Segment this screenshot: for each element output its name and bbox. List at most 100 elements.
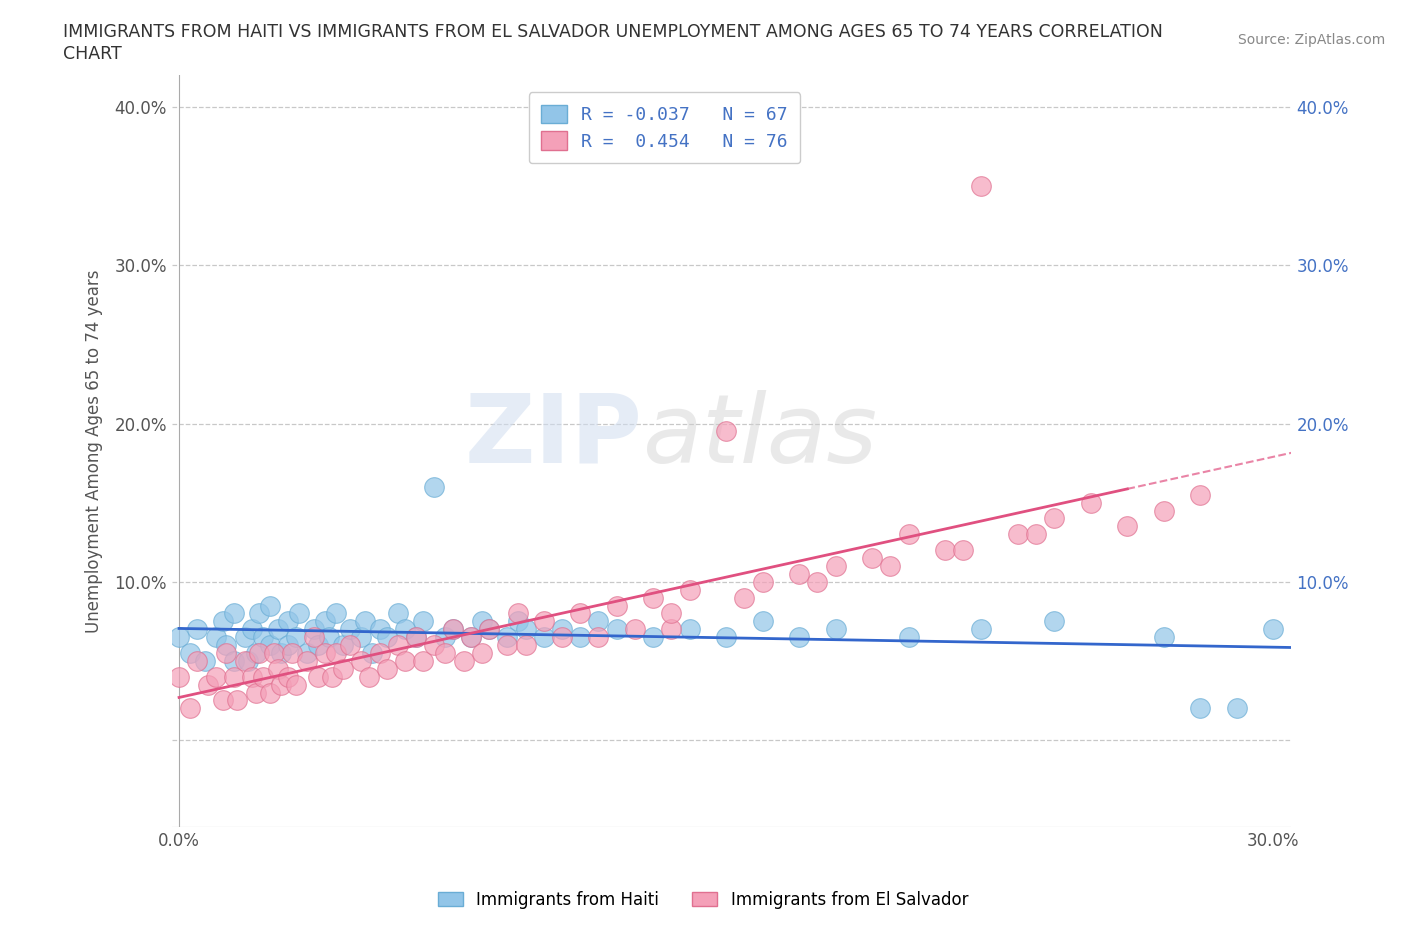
Point bbox=[179, 701, 201, 716]
Point bbox=[215, 645, 238, 660]
Point bbox=[167, 630, 190, 644]
Point bbox=[222, 606, 245, 621]
Point bbox=[1189, 487, 1212, 502]
Point bbox=[240, 670, 263, 684]
Point bbox=[204, 630, 226, 644]
Point bbox=[222, 670, 245, 684]
Point bbox=[806, 575, 828, 590]
Legend: R = -0.037   N = 67, R =  0.454   N = 76: R = -0.037 N = 67, R = 0.454 N = 76 bbox=[529, 92, 800, 163]
Point bbox=[325, 606, 347, 621]
Y-axis label: Unemployment Among Ages 65 to 74 years: Unemployment Among Ages 65 to 74 years bbox=[86, 270, 103, 633]
Point bbox=[661, 622, 683, 637]
Point bbox=[606, 622, 628, 637]
Point bbox=[1043, 512, 1066, 526]
Point bbox=[266, 622, 288, 637]
Point bbox=[787, 630, 810, 644]
Point bbox=[1189, 701, 1212, 716]
Point bbox=[751, 614, 773, 629]
Point bbox=[533, 614, 555, 629]
Text: CHART: CHART bbox=[63, 45, 122, 62]
Point bbox=[1226, 701, 1249, 716]
Point bbox=[194, 654, 217, 669]
Point bbox=[515, 638, 537, 653]
Point bbox=[325, 645, 347, 660]
Point bbox=[233, 654, 256, 669]
Point bbox=[879, 559, 901, 574]
Point bbox=[569, 630, 592, 644]
Point bbox=[679, 582, 702, 597]
Point bbox=[277, 638, 299, 653]
Point bbox=[245, 685, 267, 700]
Point bbox=[441, 622, 464, 637]
Point bbox=[179, 645, 201, 660]
Point bbox=[375, 630, 398, 644]
Point bbox=[460, 630, 482, 644]
Point bbox=[496, 638, 519, 653]
Point bbox=[339, 622, 361, 637]
Point bbox=[394, 654, 416, 669]
Point bbox=[252, 670, 274, 684]
Point bbox=[270, 645, 292, 660]
Point bbox=[281, 645, 304, 660]
Point bbox=[471, 645, 494, 660]
Point bbox=[934, 543, 956, 558]
Point bbox=[824, 559, 846, 574]
Point bbox=[284, 630, 307, 644]
Point bbox=[288, 606, 311, 621]
Point bbox=[332, 661, 354, 676]
Point bbox=[252, 630, 274, 644]
Point bbox=[751, 575, 773, 590]
Point bbox=[233, 630, 256, 644]
Point bbox=[714, 630, 737, 644]
Point bbox=[277, 614, 299, 629]
Legend: Immigrants from Haiti, Immigrants from El Salvador: Immigrants from Haiti, Immigrants from E… bbox=[429, 883, 977, 917]
Point bbox=[569, 606, 592, 621]
Point bbox=[357, 670, 380, 684]
Text: IMMIGRANTS FROM HAITI VS IMMIGRANTS FROM EL SALVADOR UNEMPLOYMENT AMONG AGES 65 : IMMIGRANTS FROM HAITI VS IMMIGRANTS FROM… bbox=[63, 23, 1163, 41]
Point bbox=[354, 614, 377, 629]
Point bbox=[211, 693, 233, 708]
Point bbox=[679, 622, 702, 637]
Point bbox=[1007, 527, 1029, 542]
Point bbox=[1263, 622, 1285, 637]
Point bbox=[295, 645, 318, 660]
Point bbox=[453, 654, 475, 669]
Point bbox=[368, 645, 391, 660]
Point bbox=[259, 638, 281, 653]
Point bbox=[824, 622, 846, 637]
Point bbox=[361, 645, 384, 660]
Point bbox=[204, 670, 226, 684]
Point bbox=[186, 622, 208, 637]
Point bbox=[624, 622, 647, 637]
Point bbox=[277, 670, 299, 684]
Point bbox=[423, 638, 446, 653]
Point bbox=[167, 670, 190, 684]
Point bbox=[211, 614, 233, 629]
Point bbox=[405, 630, 427, 644]
Point bbox=[643, 630, 665, 644]
Point bbox=[478, 622, 501, 637]
Point bbox=[302, 630, 325, 644]
Point bbox=[412, 654, 434, 669]
Point bbox=[434, 630, 457, 644]
Point bbox=[339, 638, 361, 653]
Point bbox=[222, 654, 245, 669]
Point bbox=[533, 630, 555, 644]
Point bbox=[318, 630, 340, 644]
Point bbox=[1043, 614, 1066, 629]
Point bbox=[423, 479, 446, 494]
Point bbox=[1116, 519, 1139, 534]
Point bbox=[897, 527, 920, 542]
Point bbox=[387, 606, 409, 621]
Point bbox=[412, 614, 434, 629]
Point bbox=[245, 645, 267, 660]
Point bbox=[302, 622, 325, 637]
Point bbox=[284, 677, 307, 692]
Point bbox=[387, 638, 409, 653]
Point bbox=[394, 622, 416, 637]
Point bbox=[247, 645, 270, 660]
Point bbox=[350, 630, 373, 644]
Point bbox=[508, 606, 530, 621]
Point bbox=[508, 614, 530, 629]
Point bbox=[321, 670, 343, 684]
